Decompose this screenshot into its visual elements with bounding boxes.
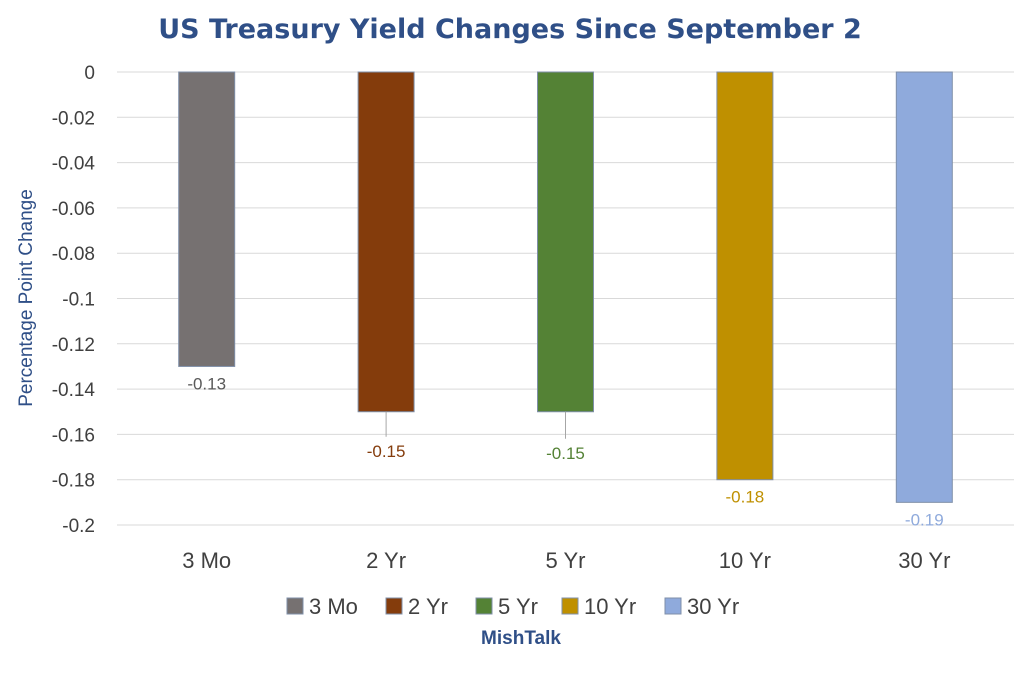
y-tick-label: -0.12 <box>52 335 95 356</box>
legend-swatch <box>385 597 403 615</box>
x-tick-label: 3 Mo <box>182 548 231 573</box>
legend-entry: 2 Yr <box>408 594 448 619</box>
y-tick-label: -0.2 <box>62 516 95 537</box>
bar <box>895 71 953 503</box>
x-tick-label: 30 Yr <box>898 548 950 573</box>
data-label: -0.15 <box>367 442 406 461</box>
y-tick-label: -0.08 <box>52 244 95 265</box>
y-tick-label: -0.1 <box>62 290 95 311</box>
y-tick-label: -0.04 <box>52 154 96 175</box>
data-label: -0.19 <box>905 510 944 529</box>
y-tick-label: -0.14 <box>52 380 96 401</box>
legend-entry: 5 Yr <box>498 594 538 619</box>
data-label: -0.15 <box>546 444 585 463</box>
chart-title: US Treasury Yield Changes Since Septembe… <box>158 14 862 45</box>
y-tick-label: 0 <box>84 63 95 84</box>
legend-entry: 3 Mo <box>309 594 358 619</box>
legend-entry: 10 Yr <box>584 594 636 619</box>
legend-swatch <box>561 597 579 615</box>
y-axis-ticks: 0 -0.02 -0.04 -0.06 -0.08 -0.1 -0.12 -0.14 -0.16… <box>52 63 96 537</box>
y-tick-label: -0.06 <box>52 199 95 220</box>
bar <box>537 71 594 413</box>
bar <box>357 71 415 413</box>
legend: 3 Mo 2 Yr 5 Yr 10 Yr 30 Yr <box>286 594 739 619</box>
source-label: MishTalk <box>481 628 561 649</box>
y-tick-label: -0.02 <box>52 108 95 129</box>
data-label: -0.18 <box>726 488 765 507</box>
legend-entry: 30 Yr <box>687 594 739 619</box>
y-tick-label: -0.16 <box>52 425 95 446</box>
bar <box>178 71 236 367</box>
x-tick-label: 10 Yr <box>719 548 771 573</box>
y-axis-label: Percentage Point Change <box>16 189 37 407</box>
legend-swatch <box>475 597 493 615</box>
x-tick-label: 5 Yr <box>546 548 586 573</box>
x-axis-ticks: 3 Mo 2 Yr 5 Yr 10 Yr 30 Yr <box>182 548 950 573</box>
legend-swatch <box>286 597 304 615</box>
legend-swatch <box>664 597 682 615</box>
bar <box>716 71 774 481</box>
data-label: -0.13 <box>187 374 226 393</box>
bars: -0.13 -0.15 -0.15 -0.18 -0.19 <box>178 71 953 529</box>
x-tick-label: 2 Yr <box>366 548 406 573</box>
y-tick-label: -0.18 <box>52 471 95 492</box>
